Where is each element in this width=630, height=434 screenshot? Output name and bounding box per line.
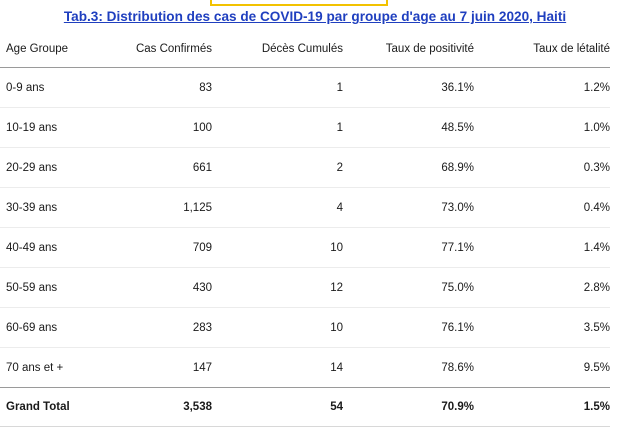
cell-deces-cumules: 4 [212,187,343,228]
cell-taux-letalite: 1.0% [474,107,610,148]
header-row: Age Groupe Cas Confirmés Décès Cumulés T… [0,31,610,68]
cell-taux-positivite: 75.0% [343,267,474,308]
cell-deces-cumules: 1 [212,107,343,148]
cell-taux-positivite: 48.5% [343,107,474,148]
cell-deces-cumules: 1 [212,67,343,108]
cell-cas-confirmes: 661 [92,147,212,188]
table-row: 20-29 ans 661 2 68.9% 0.3% [0,147,610,188]
header-taux-positivite: Taux de positivité [343,31,474,68]
cell-taux-positivite: 36.1% [343,67,474,108]
cell-taux-positivite: 68.9% [343,147,474,188]
cell-taux-letalite: 1.4% [474,227,610,268]
cell-age-groupe: 60-69 ans [0,307,92,348]
table-row: 10-19 ans 100 1 48.5% 1.0% [0,107,610,148]
cell-cas-confirmes: 100 [92,107,212,148]
cell-cas-confirmes: 283 [92,307,212,348]
cell-age-groupe: 50-59 ans [0,267,92,308]
cell-age-groupe: 40-49 ans [0,227,92,268]
header-age-groupe: Age Groupe [0,31,92,68]
cell-cas-confirmes: 430 [92,267,212,308]
cell-taux-letalite: 9.5% [474,347,610,388]
cell-taux-letalite: 0.3% [474,147,610,188]
cell-deces-cumules: 10 [212,227,343,268]
cell-age-groupe: 20-29 ans [0,147,92,188]
total-deces-cumules: 54 [212,387,343,427]
highlight-box-edge [210,0,388,6]
table-row: 40-49 ans 709 10 77.1% 1.4% [0,227,610,268]
cell-taux-letalite: 3.5% [474,307,610,348]
table-row: 30-39 ans 1,125 4 73.0% 0.4% [0,187,610,228]
header-deces-cumules: Décès Cumulés [212,31,343,68]
cell-taux-positivite: 73.0% [343,187,474,228]
cell-cas-confirmes: 1,125 [92,187,212,228]
cell-cas-confirmes: 83 [92,67,212,108]
cell-deces-cumules: 10 [212,307,343,348]
table-row: 0-9 ans 83 1 36.1% 1.2% [0,67,610,108]
total-cas-confirmes: 3,538 [92,387,212,427]
table-title: Tab.3: Distribution des cas de COVID-19 … [63,9,567,24]
table-row: 60-69 ans 283 10 76.1% 3.5% [0,307,610,348]
cell-deces-cumules: 12 [212,267,343,308]
header-taux-letalite: Taux de létalité [474,31,610,68]
cell-taux-positivite: 77.1% [343,227,474,268]
total-label: Grand Total [0,387,92,427]
cell-taux-positivite: 76.1% [343,307,474,348]
cell-age-groupe: 30-39 ans [0,187,92,228]
cell-cas-confirmes: 147 [92,347,212,388]
total-taux-letalite: 1.5% [474,387,610,427]
cell-age-groupe: 0-9 ans [0,67,92,108]
cell-deces-cumules: 2 [212,147,343,188]
covid-age-table: Age Groupe Cas Confirmés Décès Cumulés T… [0,31,610,427]
cell-age-groupe: 70 ans et + [0,347,92,388]
cell-taux-letalite: 2.8% [474,267,610,308]
total-row: Grand Total 3,538 54 70.9% 1.5% [0,387,610,427]
header-cas-confirmes: Cas Confirmés [92,31,212,68]
cell-taux-letalite: 0.4% [474,187,610,228]
cell-age-groupe: 10-19 ans [0,107,92,148]
table-row: 70 ans et + 147 14 78.6% 9.5% [0,347,610,388]
total-taux-positivite: 70.9% [343,387,474,427]
table-row: 50-59 ans 430 12 75.0% 2.8% [0,267,610,308]
cell-cas-confirmes: 709 [92,227,212,268]
cell-taux-letalite: 1.2% [474,67,610,108]
cell-deces-cumules: 14 [212,347,343,388]
cell-taux-positivite: 78.6% [343,347,474,388]
